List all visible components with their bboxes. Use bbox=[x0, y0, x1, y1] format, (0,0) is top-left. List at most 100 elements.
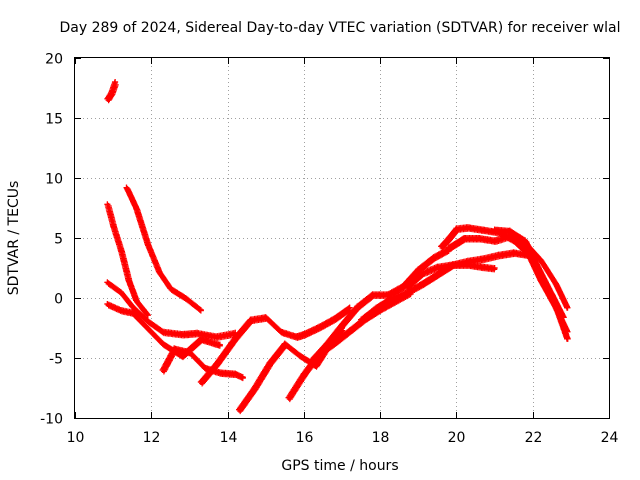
series-track-5 bbox=[104, 301, 223, 361]
data-point bbox=[358, 316, 365, 323]
tick-labels: 10 12 14 16 18 20 22 24 -10 -5 0 5 10 15 20 bbox=[40, 52, 618, 447]
data-point bbox=[232, 370, 239, 377]
data-point bbox=[108, 89, 115, 96]
data-point bbox=[133, 297, 140, 304]
series-track-6 bbox=[159, 345, 246, 382]
track-band bbox=[358, 249, 532, 325]
data-point bbox=[123, 184, 130, 191]
data-point bbox=[167, 285, 174, 292]
data-point bbox=[277, 328, 284, 335]
data-point bbox=[293, 333, 300, 340]
data-point bbox=[316, 323, 323, 330]
data-point bbox=[125, 277, 132, 283]
data-point bbox=[449, 261, 456, 268]
data-point bbox=[552, 280, 559, 287]
data-point bbox=[453, 225, 460, 232]
series-track-14 bbox=[445, 232, 571, 335]
data-point bbox=[216, 369, 223, 376]
data-point bbox=[476, 235, 483, 241]
data-point bbox=[438, 243, 445, 250]
data-point bbox=[354, 303, 361, 310]
y-tick-label: 15 bbox=[45, 112, 63, 128]
data-point bbox=[506, 227, 513, 234]
data-point bbox=[182, 295, 189, 301]
data-point bbox=[213, 333, 220, 340]
y-tick-label: 10 bbox=[45, 172, 63, 188]
data-point bbox=[373, 304, 380, 311]
data-point bbox=[144, 317, 151, 324]
data-point bbox=[110, 223, 117, 229]
x-tick-label: 18 bbox=[372, 430, 390, 446]
data-point bbox=[159, 367, 166, 373]
data-point bbox=[434, 263, 441, 270]
data-point bbox=[297, 352, 304, 359]
data-point bbox=[300, 370, 307, 377]
data-point bbox=[564, 335, 571, 342]
data-point bbox=[480, 255, 487, 262]
data-point bbox=[140, 307, 147, 313]
data-point bbox=[331, 315, 338, 322]
data-point bbox=[159, 340, 166, 347]
plot-frame bbox=[74, 57, 610, 419]
grid bbox=[75, 58, 609, 418]
data-point bbox=[495, 251, 502, 258]
data-point bbox=[155, 268, 162, 275]
data-point bbox=[556, 314, 563, 321]
series-track-16 bbox=[506, 227, 571, 311]
data-point bbox=[239, 374, 246, 381]
data-point bbox=[434, 271, 441, 277]
data-point bbox=[129, 303, 136, 310]
data-point bbox=[186, 349, 193, 355]
y-tick-label: 20 bbox=[45, 52, 63, 68]
data-point bbox=[445, 235, 452, 241]
data-point bbox=[491, 237, 498, 244]
x-tick-label: 20 bbox=[448, 430, 466, 446]
x-tick-label: 10 bbox=[67, 430, 85, 446]
data-point bbox=[445, 244, 452, 251]
y-axis-label: SDTVAR / TECUs bbox=[6, 181, 22, 296]
data-point bbox=[117, 247, 124, 253]
data-point bbox=[129, 309, 136, 316]
x-tick-label: 24 bbox=[601, 430, 619, 446]
data-point bbox=[112, 79, 119, 85]
y-tick-label: 0 bbox=[54, 292, 63, 308]
y-tick-label: -10 bbox=[40, 412, 63, 428]
data-point bbox=[232, 334, 239, 341]
x-tick-label: 16 bbox=[296, 430, 314, 446]
data-point bbox=[194, 329, 201, 336]
series-track-3 bbox=[123, 184, 204, 314]
data-point bbox=[388, 295, 395, 301]
data-point bbox=[510, 249, 517, 256]
data-point bbox=[104, 95, 111, 102]
data-point bbox=[300, 331, 307, 337]
data-point bbox=[104, 279, 111, 286]
data-point bbox=[266, 359, 273, 366]
data-point bbox=[403, 283, 410, 289]
data-point bbox=[197, 379, 204, 385]
series-track-11 bbox=[358, 249, 532, 325]
data-point bbox=[104, 301, 111, 307]
data-point bbox=[533, 261, 540, 268]
data-point bbox=[491, 226, 498, 233]
data-point bbox=[339, 321, 345, 328]
x-tick-label: 22 bbox=[525, 430, 543, 446]
axis-ticks bbox=[75, 58, 610, 419]
data-point bbox=[369, 291, 376, 298]
data-point bbox=[461, 235, 468, 241]
data-point bbox=[564, 304, 571, 311]
data-point bbox=[522, 239, 529, 246]
chart-title: Day 289 of 2024, Sidereal Day-to-day VTE… bbox=[59, 20, 620, 36]
data-point bbox=[403, 289, 410, 295]
data-point bbox=[430, 254, 437, 261]
data-point bbox=[144, 325, 151, 331]
data-point bbox=[308, 357, 315, 364]
data-point bbox=[144, 311, 151, 318]
data-point bbox=[216, 341, 223, 348]
data-point bbox=[384, 291, 391, 298]
data-point bbox=[419, 280, 426, 287]
data-point bbox=[346, 327, 353, 334]
data-point bbox=[104, 201, 111, 208]
data-points bbox=[104, 79, 571, 415]
data-point bbox=[281, 340, 288, 347]
